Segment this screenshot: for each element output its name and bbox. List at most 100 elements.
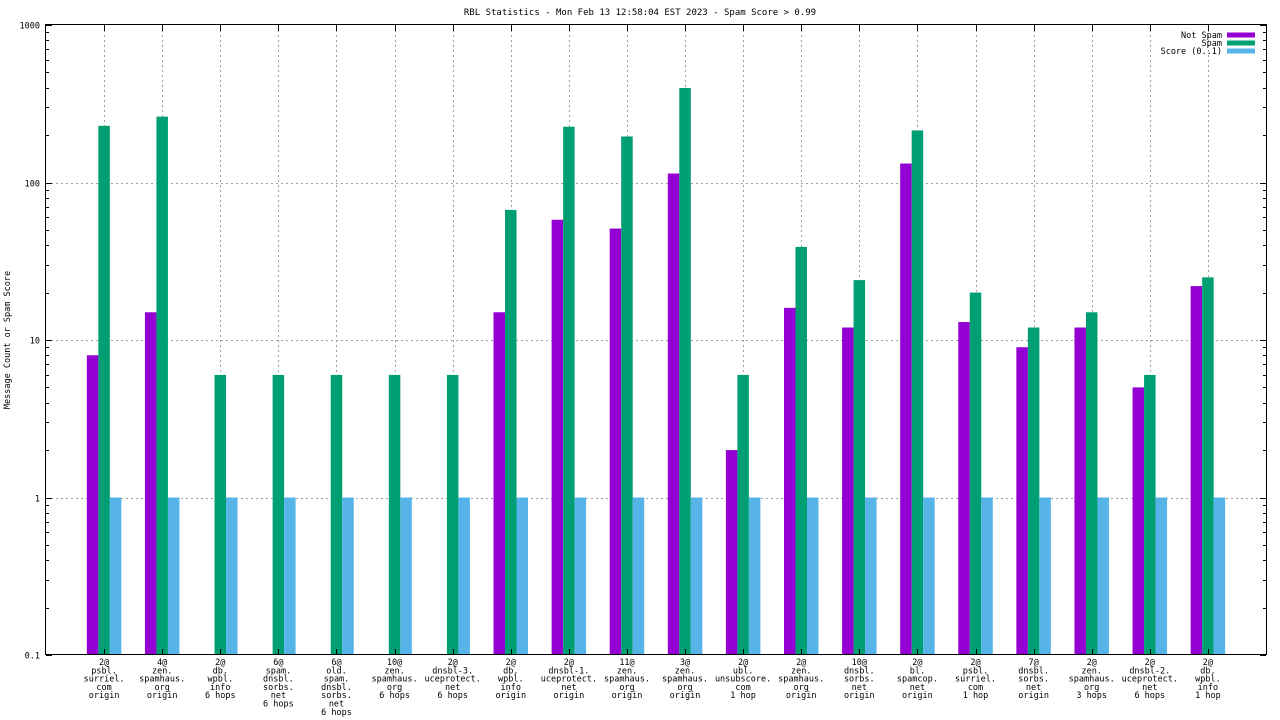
bar [156,116,168,656]
x-tick-label: net [329,700,344,710]
y-axis-label: Message Count or Spam Score [3,271,13,409]
x-tick-label: spamhaus. [662,675,708,685]
y-tick-label: 10 [30,337,40,347]
x-tick-label: origin [670,691,701,701]
bar [865,497,877,655]
bar [795,246,807,655]
bar [1155,497,1168,655]
x-tick-label: net [910,683,925,693]
bar [923,497,935,655]
x-tick-label: 7@ [1028,658,1038,668]
x-tick-label: com [96,683,111,693]
x-tick-label: 2@ [215,658,225,668]
bar [516,497,529,655]
bar [144,312,157,655]
x-tick-label: surriel. [955,675,996,685]
x-tick-label: 6 hops [321,708,352,718]
x-tick-label: dnsbl-2. [1129,666,1170,676]
x-tick-label: org [794,683,809,693]
axis-ticks: 0.111010010002@psbl.surriel.comorigin4@z… [20,22,1266,718]
x-tick-label: info [1198,683,1218,693]
bar [563,126,575,656]
x-tick-label: info [210,683,230,693]
bar [958,322,970,655]
plot-frame [45,24,1267,655]
x-tick-label: zen. [1081,666,1101,676]
x-tick-label: net [561,683,576,693]
bar [330,374,343,655]
x-tick-label: 3@ [680,658,690,668]
bar [505,209,517,655]
bar [632,497,645,655]
x-tick-label: spamhaus. [778,675,824,685]
x-tick-label: ubl. [733,666,753,676]
x-tick-label: info [501,683,521,693]
x-tick-label: dnsbl-3. [432,666,473,676]
x-tick-label: zen. [791,666,811,676]
x-tick-label: zen. [152,666,172,676]
legend-swatch [1227,40,1255,46]
x-tick-label: net [271,691,286,701]
x-tick-label: 2@ [564,658,574,668]
x-tick-label: 2@ [506,658,516,668]
bar [900,163,912,655]
bar [1097,497,1109,655]
x-tick-label: origin [902,691,933,701]
bar [842,327,854,655]
x-tick-label: 2@ [738,658,748,668]
x-tick-label: 6 hops [437,691,468,701]
x-tick-label: zen. [384,666,404,676]
x-tick-label: 2@ [1145,658,1155,668]
y-tick-label: 100 [25,180,40,190]
x-tick-label: com [735,683,750,693]
bar [1074,327,1086,655]
x-tick-label: net [1026,683,1041,693]
x-tick-label: old. [326,666,346,676]
x-tick-label: spamhaus. [604,675,650,685]
bar [981,497,993,655]
y-tick-label: 1 [35,495,40,505]
bars [86,88,1226,656]
bar [853,280,866,655]
bar [725,450,738,655]
bar [109,497,122,655]
bar [342,497,354,655]
x-tick-label: 10@ [387,658,402,668]
x-tick-label: 1 hop [730,691,756,701]
x-tick-label: wpbl. [1195,675,1221,685]
bar [98,125,110,655]
bar [737,374,749,655]
x-tick-label: net [852,683,867,693]
bar [1132,387,1145,655]
x-tick-label: com [968,683,983,693]
x-tick-label: origin [844,691,875,701]
x-tick-label: 2@ [1203,658,1213,668]
bar [167,497,180,655]
bar [1027,327,1040,655]
x-tick-label: 6 hops [1134,691,1165,701]
x-tick-label: dnsbl. [321,683,352,693]
x-tick-label: org [387,683,402,693]
x-tick-label: zen. [675,666,695,676]
bar [1039,497,1051,655]
bar [272,374,285,655]
x-tick-label: zen. [617,666,637,676]
x-tick-label: wpbl. [498,675,524,685]
x-tick-label: spamhaus. [372,675,418,685]
x-tick-label: 2@ [970,658,980,668]
x-tick-label: uceprotect. [541,675,597,685]
x-tick-label: spam. [324,675,350,685]
x-tick-label: org [155,683,170,693]
bar [748,497,761,655]
bar [388,374,401,655]
bar [446,374,459,655]
x-tick-label: surriel. [84,675,125,685]
x-tick-label: net [1142,683,1157,693]
bar [679,88,691,655]
x-tick-label: 2@ [912,658,922,668]
x-tick-label: uceprotect. [1122,675,1178,685]
x-tick-label: db. [1200,666,1215,676]
x-tick-label: 6@ [273,658,283,668]
legend-label: Spam [1202,39,1222,49]
